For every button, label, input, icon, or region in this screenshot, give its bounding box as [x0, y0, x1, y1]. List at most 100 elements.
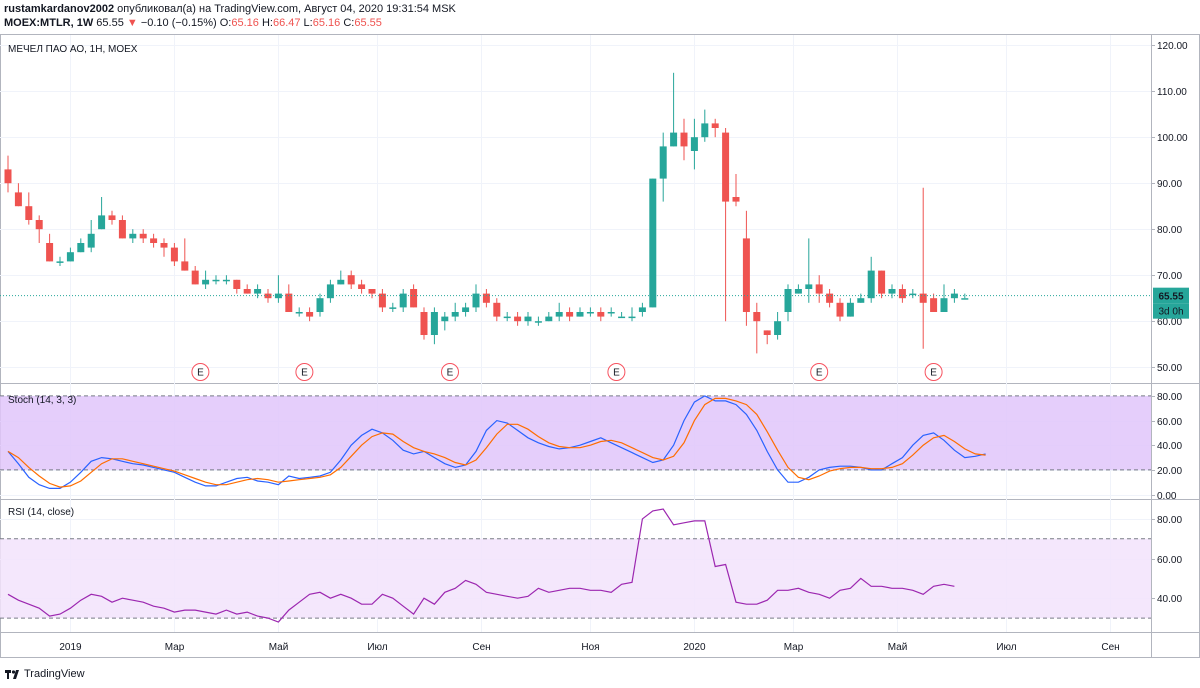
rsi-pane-title: RSI (14, close): [8, 507, 74, 518]
time-tick-label: Ноя: [581, 642, 599, 653]
candle-body: [566, 312, 574, 317]
price-tick-label: 60.00: [1157, 317, 1182, 328]
last-price-label: 65.55: [1158, 292, 1183, 303]
earnings-marker-label: E: [197, 368, 204, 379]
price-tick-label: 80.00: [1157, 225, 1182, 236]
time-tick-label: Мар: [784, 642, 804, 653]
footer: TradingView: [4, 668, 85, 680]
chart-area[interactable]: 2019 Мар Май Июл Сен Ноя 2020 Мар Май Июл Сен 50.00…: [0, 0, 1200, 668]
earnings-marker-label: E: [613, 368, 620, 379]
price-change: −0.10 (−0.15%): [140, 17, 217, 29]
candle-body: [212, 279, 220, 282]
candle-body: [524, 316, 532, 322]
candle-body: [763, 330, 771, 335]
candle-body: [77, 243, 85, 253]
price-tick-label: 20.00: [1157, 466, 1182, 477]
publish-info: rustamkardanov2002 опубликовал(а) на Tra…: [4, 3, 456, 15]
earnings-marker-icon: [607, 363, 626, 381]
candle-body: [14, 192, 22, 207]
candle-body: [555, 312, 563, 317]
earnings-marker-label: E: [930, 368, 937, 379]
candle-body: [254, 289, 262, 294]
time-tick-label: Июл: [996, 642, 1016, 653]
candle-body: [888, 289, 896, 294]
candle-body: [586, 312, 594, 314]
candle-body: [919, 293, 927, 303]
candle-body: [607, 312, 615, 314]
low-label: L:: [303, 17, 313, 29]
stoch-d-line: [7, 397, 986, 488]
price-tick-label: 100.00: [1157, 133, 1188, 144]
open-value: 65.16: [231, 17, 259, 29]
candle-body: [722, 132, 730, 202]
candle-body: [618, 316, 626, 319]
candle-body: [482, 293, 490, 303]
countdown-badge: [1153, 303, 1189, 319]
high-value: 66.47: [272, 17, 301, 29]
price-tick-label: 120.00: [1157, 41, 1188, 52]
candle-body: [815, 284, 823, 294]
candle-body: [514, 316, 522, 322]
candle-body: [139, 233, 147, 239]
candle-body: [451, 312, 459, 317]
price-tick-label: 40.00: [1157, 441, 1182, 452]
earnings-marker-label: E: [816, 368, 823, 379]
candle-body: [25, 206, 33, 220]
candle-body: [347, 275, 355, 285]
author-name[interactable]: rustamkardanov2002: [4, 3, 115, 15]
candle-body: [306, 312, 314, 317]
candle-body: [462, 307, 470, 312]
time-tick-label: Июл: [367, 642, 387, 653]
candle-body: [118, 220, 126, 239]
candle-body: [191, 270, 199, 285]
time-tick-label: Май: [888, 642, 908, 653]
candle-body: [326, 284, 334, 299]
price-tick-label: 80.00: [1157, 515, 1182, 526]
price-tick-label: 110.00: [1157, 87, 1187, 98]
candle-body: [410, 289, 418, 308]
candle-body: [857, 298, 865, 303]
candle-body: [243, 289, 251, 294]
candle-body: [878, 270, 886, 294]
candle-body: [670, 132, 678, 147]
candle-body: [545, 316, 553, 322]
candle-body: [441, 316, 449, 322]
last-price: 65.55: [96, 17, 124, 29]
candle-body: [368, 289, 376, 294]
brand-name[interactable]: TradingView: [24, 668, 85, 680]
candle-body: [378, 293, 386, 308]
low-value: 65.16: [312, 17, 341, 29]
stoch-pane-title: Stoch (14, 3, 3): [8, 395, 76, 406]
price-tick-label: 40.00: [1157, 594, 1182, 605]
band-background: [0, 395, 1151, 470]
price-tick-label: 50.00: [1157, 363, 1182, 374]
price-tick-label: 80.00: [1157, 392, 1182, 403]
candle-body: [87, 233, 95, 248]
candle-body: [472, 293, 480, 308]
candle-body: [930, 298, 938, 312]
candle-body: [35, 220, 43, 230]
close-value: 65.55: [354, 17, 382, 29]
candle-body: [961, 298, 969, 300]
earnings-marker-icon: [295, 363, 314, 381]
time-tick-label: 2019: [59, 642, 82, 653]
time-tick-label: Сен: [1101, 642, 1119, 653]
candle-body: [711, 123, 719, 128]
price-tick-label: 90.00: [1157, 179, 1182, 190]
publish-text: опубликовал(а) на TradingView.com, Авгус…: [117, 3, 456, 15]
candle-body: [181, 261, 189, 271]
rsi-line: [7, 508, 955, 623]
candle-body: [233, 279, 241, 289]
candle-body: [358, 284, 366, 289]
candle-body: [680, 132, 688, 147]
candle-body: [274, 293, 282, 299]
candle-body: [690, 137, 698, 151]
candle-body: [909, 293, 917, 296]
earnings-marker-label: E: [301, 368, 308, 379]
candle-body: [337, 279, 345, 285]
candle-body: [534, 321, 542, 323]
candle-body: [66, 252, 74, 262]
candle-body: [46, 243, 54, 262]
candle-body: [784, 289, 792, 312]
earnings-marker-icon: [810, 363, 829, 381]
